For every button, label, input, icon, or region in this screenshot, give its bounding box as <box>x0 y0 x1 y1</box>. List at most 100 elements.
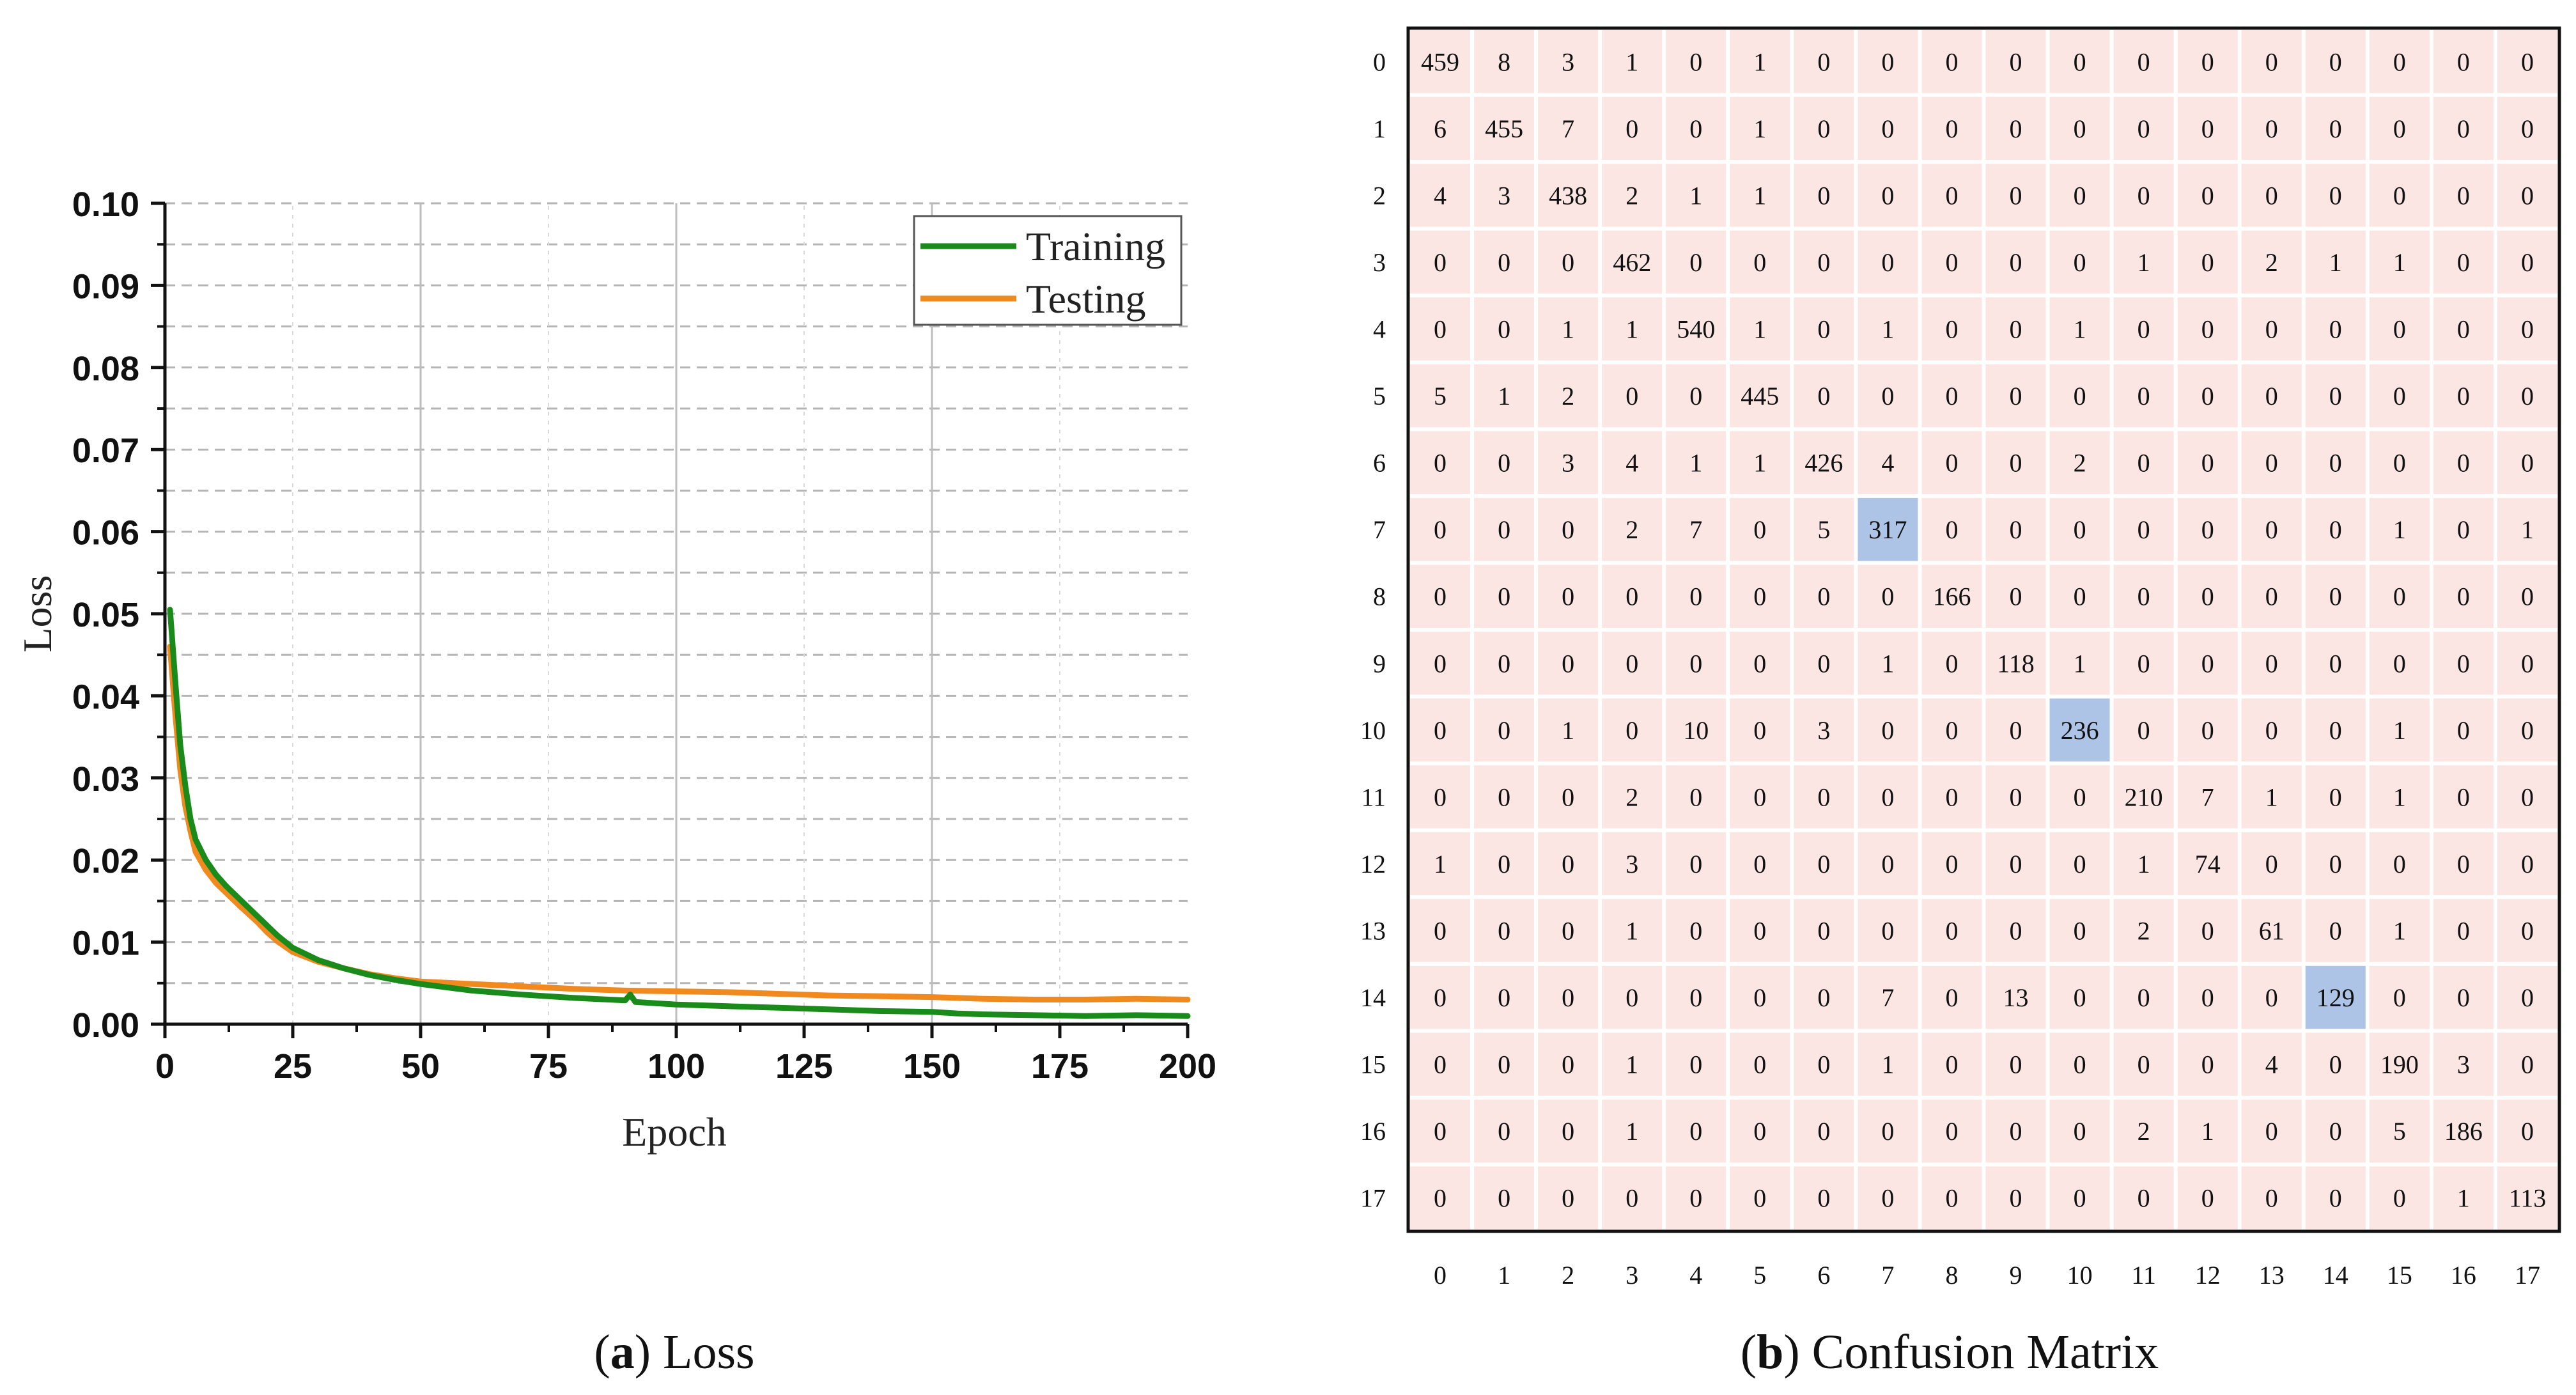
confusion-matrix-value: 0 <box>1626 114 1638 143</box>
confusion-matrix-cell <box>2433 1166 2494 1229</box>
confusion-matrix-value: 0 <box>2329 850 2342 878</box>
confusion-matrix-cell <box>1666 765 1726 829</box>
confusion-matrix-cell <box>1730 899 1790 962</box>
loss-legend-label-testing: Testing <box>1026 276 1146 322</box>
confusion-matrix-value: 0 <box>2010 850 2022 878</box>
confusion-matrix-row-label: 13 <box>1360 917 1386 946</box>
confusion-matrix-cell <box>2305 297 2366 361</box>
confusion-matrix-cell <box>1474 364 1535 428</box>
confusion-matrix-cell <box>2433 965 2494 1029</box>
confusion-matrix-value: 0 <box>2457 382 2470 410</box>
confusion-matrix-cell <box>1538 30 1599 93</box>
confusion-matrix-value: 0 <box>1498 917 1510 946</box>
confusion-matrix-cell <box>1538 1033 1599 1096</box>
confusion-matrix-row-label: 17 <box>1360 1184 1386 1213</box>
confusion-matrix-value: 0 <box>2329 47 2342 76</box>
confusion-matrix-value: 1 <box>2393 716 2406 745</box>
confusion-matrix-cell <box>2113 97 2174 160</box>
confusion-matrix-value: 0 <box>2074 850 2086 878</box>
confusion-matrix-value: 4 <box>1434 181 1447 210</box>
confusion-matrix-value: 1 <box>2074 649 2086 678</box>
confusion-matrix-value: 0 <box>2329 716 2342 745</box>
confusion-matrix-value: 0 <box>1753 1184 1766 1213</box>
confusion-matrix-cell <box>1666 297 1726 361</box>
confusion-matrix-cell <box>2241 1099 2302 1163</box>
confusion-matrix-cell <box>1921 1166 1982 1229</box>
confusion-matrix-cell <box>1474 832 1535 896</box>
confusion-matrix-cell <box>2113 431 2174 494</box>
confusion-matrix-cell <box>1666 632 1726 695</box>
confusion-matrix-cell <box>1858 1166 1918 1229</box>
confusion-matrix-value: 0 <box>2329 1050 2342 1079</box>
confusion-matrix-value: 459 <box>1421 47 1459 76</box>
confusion-matrix-cell <box>1858 97 1918 160</box>
confusion-matrix-cell <box>1410 1166 1471 1229</box>
confusion-matrix-cell <box>2305 899 2366 962</box>
confusion-matrix-cell <box>1602 565 1663 628</box>
confusion-matrix-value: 0 <box>1562 248 1574 277</box>
confusion-matrix-value: 0 <box>2457 181 2470 210</box>
confusion-matrix-cell <box>1602 1166 1663 1229</box>
confusion-matrix-value: 0 <box>1817 47 1830 76</box>
confusion-matrix-col-label: 7 <box>1881 1261 1894 1290</box>
confusion-matrix-value: 4 <box>1626 449 1638 478</box>
confusion-matrix-cell <box>2049 1033 2110 1096</box>
loss-x-tick-label: 75 <box>529 1047 568 1086</box>
confusion-matrix-value: 0 <box>1817 315 1830 344</box>
confusion-matrix-row-label: 3 <box>1373 248 1386 277</box>
confusion-matrix-cell <box>2497 364 2557 428</box>
confusion-matrix-value: 0 <box>2201 582 2214 611</box>
confusion-matrix-cell <box>1985 899 2046 962</box>
confusion-matrix-cell <box>1602 1099 1663 1163</box>
confusion-matrix-cell <box>1730 97 1790 160</box>
confusion-matrix-cell <box>2433 632 2494 695</box>
confusion-matrix-value: 2 <box>1562 382 1574 410</box>
loss-ticks: 0.00 0.01 0.02 0.03 0.04 0.05 0.06 0.07 0.08 0.09… <box>72 185 1216 1086</box>
confusion-matrix-cell <box>1858 698 1918 762</box>
caption-b-text: Confusion Matrix <box>1812 1325 2159 1379</box>
confusion-matrix-value: 0 <box>2010 783 2022 811</box>
confusion-matrix-value: 0 <box>2393 850 2406 878</box>
confusion-matrix-cell <box>2369 765 2430 829</box>
confusion-matrix-value: 0 <box>2521 783 2534 811</box>
confusion-matrix-cell <box>1474 230 1535 294</box>
confusion-matrix-value: 13 <box>2003 983 2029 1012</box>
confusion-matrix-value: 0 <box>2010 582 2022 611</box>
confusion-matrix-cell <box>1474 30 1535 93</box>
confusion-matrix-cell <box>2049 230 2110 294</box>
confusion-matrix-cell <box>2049 899 2110 962</box>
confusion-matrix-value: 0 <box>2521 114 2534 143</box>
confusion-matrix-cell <box>1858 832 1918 896</box>
confusion-matrix-value: 0 <box>1881 181 1894 210</box>
confusion-matrix-cell <box>1474 1166 1535 1229</box>
loss-y-tick-label: 0.10 <box>72 185 139 224</box>
confusion-matrix-cell <box>2049 497 2110 561</box>
confusion-matrix-cell <box>1730 1099 1790 1163</box>
confusion-matrix-value: 0 <box>1689 850 1702 878</box>
confusion-matrix-panel: 459 8 3 1 0 1 0 0 0 0 0 0 0 0 0 0 0 06 455 7 0 0 1 0 0 0 0 0 0 0 0 0 0 0 0… <box>1360 26 2561 1290</box>
confusion-matrix-cell <box>2497 565 2557 628</box>
confusion-matrix-cell <box>1666 364 1726 428</box>
confusion-matrix-col-label: 11 <box>2131 1261 2156 1290</box>
confusion-matrix-cell <box>2241 832 2302 896</box>
confusion-matrix-value: 0 <box>2138 449 2150 478</box>
confusion-matrix-value: 0 <box>2265 716 2278 745</box>
confusion-matrix-cell <box>1730 698 1790 762</box>
confusion-matrix-cell <box>2369 1099 2430 1163</box>
confusion-matrix-cell <box>1538 965 1599 1029</box>
confusion-matrix-value: 0 <box>2201 1050 2214 1079</box>
confusion-matrix-cell <box>1858 364 1918 428</box>
confusion-matrix-value: 2 <box>2074 449 2086 478</box>
confusion-matrix-value: 0 <box>2265 1184 2278 1213</box>
confusion-matrix-value: 0 <box>2457 47 2470 76</box>
confusion-matrix-row-label: 15 <box>1360 1050 1386 1079</box>
confusion-matrix-value: 0 <box>2201 382 2214 410</box>
confusion-matrix-cell <box>2049 832 2110 896</box>
confusion-matrix-value: 0 <box>1434 983 1447 1012</box>
confusion-matrix-cell <box>1794 765 1854 829</box>
confusion-matrix-value: 0 <box>2329 181 2342 210</box>
confusion-matrix-cell <box>2113 632 2174 695</box>
confusion-matrix-cell <box>1538 97 1599 160</box>
confusion-matrix-cell <box>2049 1166 2110 1229</box>
confusion-matrix-cell <box>1985 1099 2046 1163</box>
